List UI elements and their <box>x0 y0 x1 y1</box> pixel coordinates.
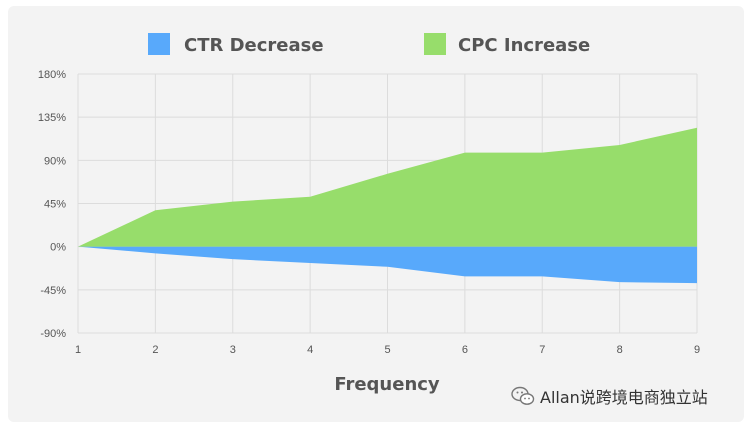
wechat-icon <box>511 386 535 405</box>
y-tick-label: 45% <box>44 199 66 211</box>
x-tick-label: 8 <box>617 344 623 356</box>
y-tick-label: 135% <box>38 112 66 124</box>
legend-label-cpc-increase: CPC Increase <box>458 35 590 56</box>
x-tick-label: 9 <box>694 344 700 356</box>
y-tick-label: 90% <box>44 155 66 167</box>
watermark-text: Allan说跨境电商独立站 <box>540 388 708 407</box>
legend-swatch-ctr-decrease <box>148 33 170 55</box>
y-tick-label: 180% <box>38 69 66 81</box>
x-tick-label: 1 <box>75 344 81 356</box>
legend-label-ctr-decrease: CTR Decrease <box>184 35 324 56</box>
watermark: Allan说跨境电商独立站 <box>511 386 708 407</box>
x-tick-label: 3 <box>230 344 236 356</box>
x-axis-ticks: 1 2 3 4 5 6 7 8 9 <box>75 344 700 356</box>
x-axis-label: Frequency <box>334 374 440 395</box>
series-area-ctr-decrease <box>78 246 697 284</box>
y-tick-label: 0% <box>50 242 66 254</box>
legend: CTR Decrease CPC Increase <box>148 33 590 56</box>
x-tick-label: 2 <box>152 344 158 356</box>
y-tick-label: -90% <box>40 328 66 340</box>
x-tick-label: 7 <box>539 344 545 356</box>
y-axis-ticks: -90% -45% 0% 45% 90% 135% 180% <box>38 69 66 340</box>
series-area-cpc-increase <box>78 127 697 247</box>
series-areas <box>78 127 697 284</box>
y-tick-label: -45% <box>40 285 66 297</box>
x-tick-label: 4 <box>307 344 313 356</box>
legend-swatch-cpc-increase <box>424 33 446 55</box>
x-tick-label: 6 <box>462 344 468 356</box>
x-tick-label: 5 <box>384 344 390 356</box>
